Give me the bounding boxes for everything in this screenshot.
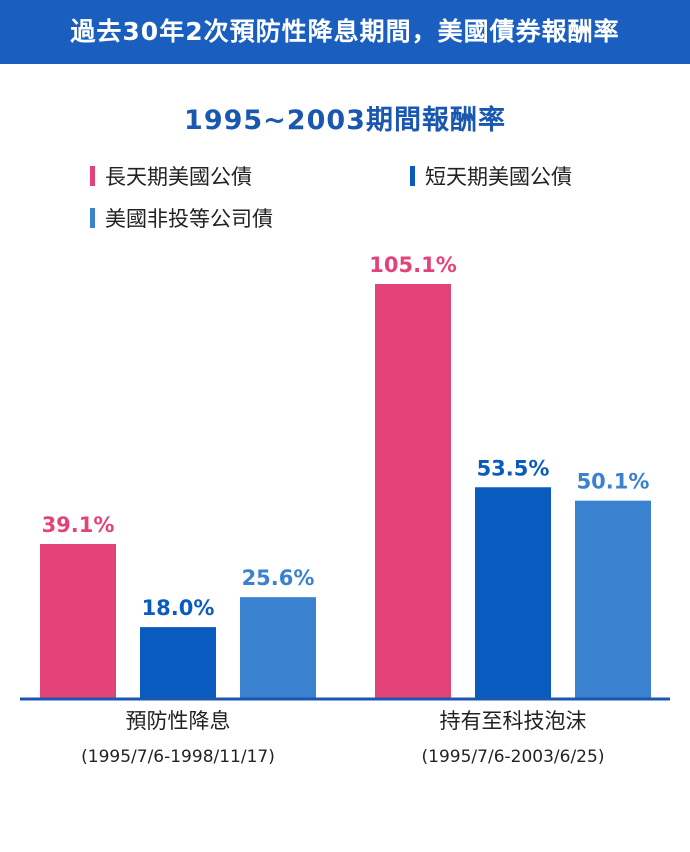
legend-label-corporate: 美國非投等公司債 bbox=[105, 207, 273, 231]
bar-short-treasury-2 bbox=[475, 487, 551, 698]
category-sublabel-1: (1995/7/6-1998/11/17) bbox=[81, 747, 275, 767]
legend-item-short-treasury: 短天期美國公債 bbox=[410, 162, 572, 190]
bar-long-treasury-1 bbox=[40, 543, 116, 698]
header-banner: 過去30年2次預防性降息期間，美國債券報酬率 bbox=[0, 0, 690, 64]
category-label-2: 持有至科技泡沫 bbox=[440, 709, 587, 733]
header-title: 過去30年2次預防性降息期間，美國債券報酬率 bbox=[70, 17, 620, 46]
legend-label-short-treasury: 短天期美國公債 bbox=[425, 165, 572, 189]
bar-corporate-2 bbox=[575, 500, 651, 698]
data-label-corporate-2: 50.1% bbox=[577, 470, 650, 494]
data-label-long-treasury-1: 39.1% bbox=[42, 513, 115, 537]
legend-swatch-short-treasury bbox=[410, 166, 415, 186]
category-label-1: 預防性降息 bbox=[126, 709, 231, 733]
legend-label-long-treasury: 長天期美國公債 bbox=[105, 165, 252, 189]
data-label-short-treasury-1: 18.0% bbox=[142, 596, 215, 620]
legend-swatch-corporate bbox=[90, 208, 95, 228]
data-label-short-treasury-2: 53.5% bbox=[477, 456, 550, 480]
legend-item-long-treasury: 長天期美國公債 bbox=[90, 162, 252, 190]
legend-swatch-long-treasury bbox=[90, 166, 95, 186]
bar-long-treasury-2 bbox=[375, 284, 451, 698]
bar-corporate-1 bbox=[240, 597, 316, 698]
category-sublabel-2: (1995/7/6-2003/6/25) bbox=[422, 747, 605, 767]
data-label-corporate-1: 25.6% bbox=[242, 566, 315, 590]
bar-short-treasury-1 bbox=[140, 627, 216, 698]
chart-title: 1995~2003期間報酬率 bbox=[184, 105, 506, 136]
data-label-long-treasury-2: 105.1% bbox=[369, 253, 456, 277]
legend-item-corporate: 美國非投等公司債 bbox=[90, 204, 273, 232]
